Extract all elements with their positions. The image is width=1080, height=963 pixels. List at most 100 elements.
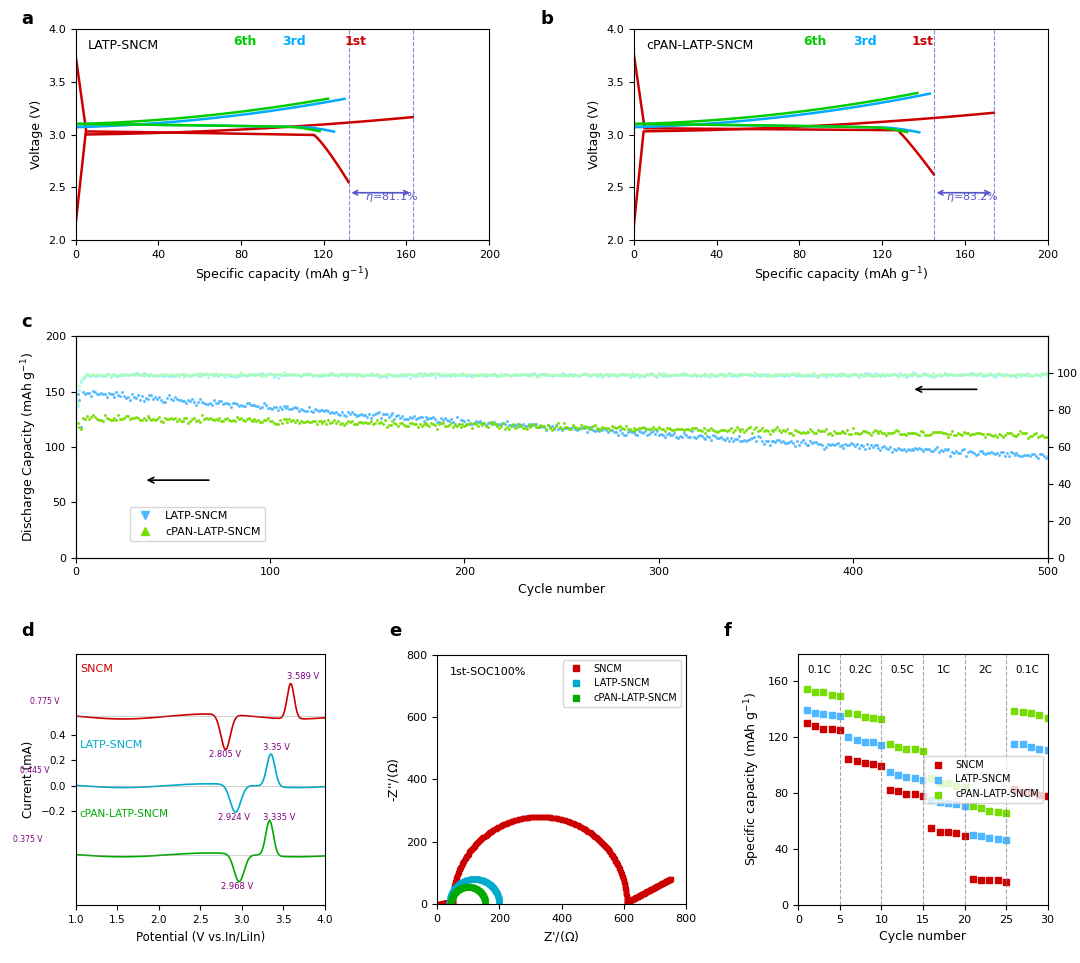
Point xyxy=(462,879,480,895)
Point xyxy=(500,421,517,436)
Point xyxy=(784,367,801,382)
Point xyxy=(947,368,964,383)
Point xyxy=(567,422,584,437)
Point xyxy=(470,883,487,898)
Point xyxy=(569,818,586,833)
Point xyxy=(203,366,220,381)
Point xyxy=(752,369,769,384)
Point xyxy=(205,413,222,429)
Point xyxy=(127,390,145,405)
Point xyxy=(363,413,380,429)
Point xyxy=(796,435,813,451)
Point xyxy=(522,418,539,433)
Point xyxy=(454,874,471,890)
Point xyxy=(383,405,401,421)
Point xyxy=(1037,365,1054,380)
Point xyxy=(971,365,988,380)
Point xyxy=(595,838,612,853)
Point xyxy=(538,422,555,437)
Point xyxy=(636,367,653,382)
Point xyxy=(468,367,485,382)
Point xyxy=(443,887,460,902)
Point xyxy=(100,367,118,382)
Point xyxy=(140,366,158,381)
Text: b: b xyxy=(540,10,553,28)
Point xyxy=(575,366,592,381)
Point xyxy=(674,429,691,445)
Point xyxy=(969,368,986,383)
Point xyxy=(534,809,551,824)
Point xyxy=(701,429,718,445)
Point xyxy=(713,422,730,437)
Point xyxy=(492,368,510,383)
Point xyxy=(779,422,796,437)
Point xyxy=(337,415,354,430)
Point xyxy=(441,896,458,911)
Point xyxy=(608,855,625,871)
Point xyxy=(772,424,789,439)
Point xyxy=(632,887,649,902)
Point xyxy=(487,416,504,431)
Point xyxy=(781,368,798,383)
Point xyxy=(792,425,809,440)
Point xyxy=(525,809,542,824)
Point xyxy=(72,373,90,388)
Point xyxy=(1035,429,1052,444)
Point xyxy=(762,368,780,383)
Point xyxy=(314,368,332,383)
Point xyxy=(458,879,475,895)
Point xyxy=(679,368,697,383)
Point xyxy=(484,879,501,895)
Point xyxy=(450,368,468,383)
Point xyxy=(654,366,672,381)
Point xyxy=(643,882,660,898)
Point xyxy=(619,366,636,381)
Point xyxy=(839,423,856,438)
Point xyxy=(1012,424,1029,439)
Point xyxy=(449,866,467,881)
Point xyxy=(571,819,589,834)
Point xyxy=(257,413,274,429)
cPAN-LATP-SNCM xyxy=(897,742,915,757)
Point xyxy=(184,367,201,382)
Point xyxy=(327,367,345,382)
Point xyxy=(649,878,666,894)
Point xyxy=(611,419,629,434)
Point xyxy=(388,367,405,382)
Point xyxy=(1017,366,1035,381)
Point xyxy=(458,367,475,382)
Point xyxy=(353,406,370,422)
Point xyxy=(995,367,1012,382)
Point xyxy=(956,441,973,456)
Point xyxy=(944,367,961,382)
Point xyxy=(585,828,603,844)
Point xyxy=(441,893,458,908)
Point xyxy=(116,367,133,382)
Point xyxy=(473,886,490,901)
Point xyxy=(510,419,527,434)
Point xyxy=(444,419,461,434)
Point xyxy=(296,367,313,382)
Point xyxy=(456,366,473,381)
Point xyxy=(879,441,896,456)
Point xyxy=(96,387,113,403)
Point xyxy=(98,389,116,404)
Point xyxy=(463,879,481,895)
Point xyxy=(631,888,648,903)
Point xyxy=(619,895,636,910)
Point xyxy=(854,368,872,383)
Point xyxy=(762,423,780,438)
Point xyxy=(351,366,368,381)
Point xyxy=(927,368,944,383)
Point xyxy=(458,368,475,383)
cPAN-LATP-SNCM xyxy=(1039,710,1056,725)
Point xyxy=(740,367,757,382)
Point xyxy=(907,440,924,455)
Point xyxy=(936,426,954,441)
Point xyxy=(461,872,478,887)
Text: 2C: 2C xyxy=(978,664,993,675)
Point xyxy=(946,428,963,443)
Point xyxy=(279,414,296,429)
LATP-SNCM xyxy=(1005,737,1023,752)
Point xyxy=(446,878,463,894)
